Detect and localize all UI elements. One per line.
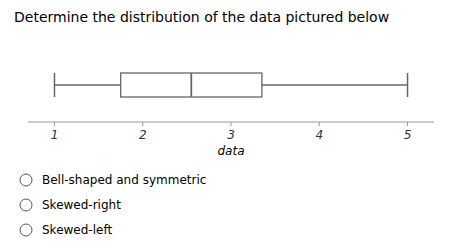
box — [121, 73, 262, 97]
x-tick-label: 2 — [139, 128, 147, 142]
x-tick-label: 3 — [227, 128, 235, 142]
plot-area — [54, 73, 407, 97]
x-tick-label: 1 — [51, 128, 59, 142]
title: Determine the distribution of the data p… — [14, 9, 389, 25]
x-tick — [319, 122, 320, 126]
whisker-cap-high — [407, 73, 409, 97]
radio-circle — [20, 199, 32, 211]
x-tick-label: 5 — [404, 128, 412, 142]
option-label: Skewed-left — [42, 223, 112, 237]
whisker-cap-low — [54, 73, 56, 97]
x-tick-label: 4 — [315, 128, 323, 142]
median — [190, 73, 192, 97]
radio-circle — [20, 174, 32, 186]
chart-container: Determine the distribution of the data p… — [0, 0, 462, 252]
option-label: Bell-shaped and symmetric — [42, 173, 206, 187]
radio-circle — [20, 224, 32, 236]
option-label: Skewed-right — [42, 198, 121, 212]
x-tick — [142, 122, 143, 126]
x-tick — [54, 122, 55, 126]
x-axis-label: data — [217, 144, 244, 158]
x-tick — [407, 122, 408, 126]
x-tick — [231, 122, 232, 126]
chart-svg: Determine the distribution of the data p… — [0, 0, 462, 252]
